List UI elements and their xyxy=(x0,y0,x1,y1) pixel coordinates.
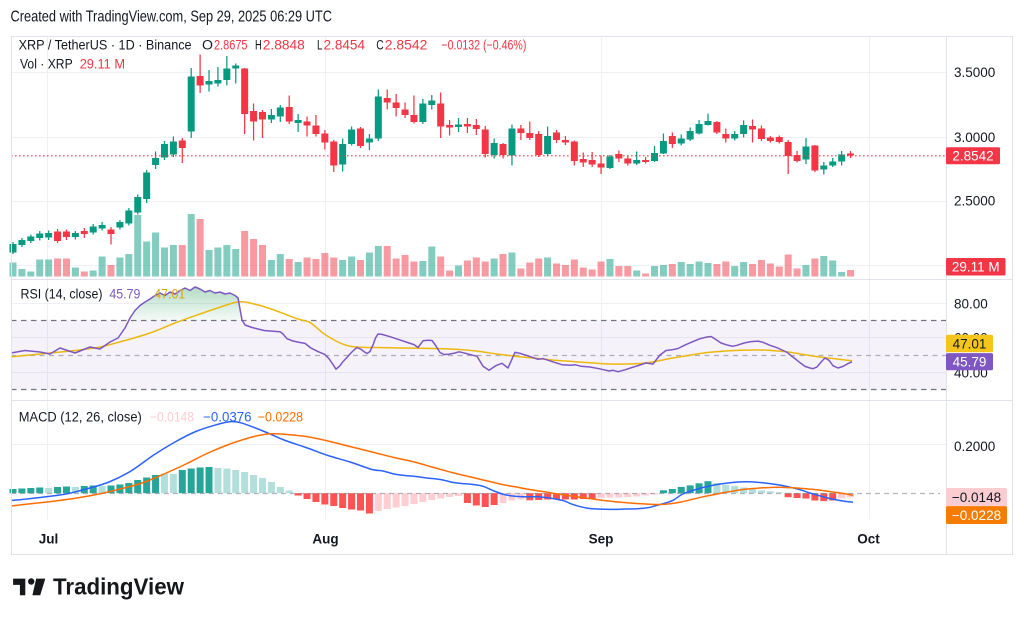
svg-text:Vol · XRP: Vol · XRP xyxy=(20,56,73,71)
svg-text:−0.0132 (−0.46%): −0.0132 (−0.46%) xyxy=(441,37,526,52)
svg-text:3.5000: 3.5000 xyxy=(954,65,995,80)
svg-text:2.8542: 2.8542 xyxy=(952,149,993,164)
svg-text:2.5000: 2.5000 xyxy=(954,193,995,208)
svg-text:2.8848: 2.8848 xyxy=(263,37,305,52)
svg-text:L: L xyxy=(317,37,323,52)
svg-text:O: O xyxy=(202,37,213,52)
svg-text:−0.0148: −0.0148 xyxy=(150,410,194,425)
svg-text:2.8542: 2.8542 xyxy=(385,37,428,52)
svg-text:0.2000: 0.2000 xyxy=(954,439,995,454)
svg-text:47.01: 47.01 xyxy=(953,336,987,351)
svg-text:XRP / TetherUS · 1D · Binance: XRP / TetherUS · 1D · Binance xyxy=(19,37,192,52)
svg-text:2.8454: 2.8454 xyxy=(324,37,366,52)
svg-text:45.79: 45.79 xyxy=(953,355,987,370)
svg-text:29.11 M: 29.11 M xyxy=(952,260,1000,275)
svg-text:45.79: 45.79 xyxy=(109,286,140,301)
svg-text:TradingView: TradingView xyxy=(53,573,184,599)
svg-text:−0.0148: −0.0148 xyxy=(952,490,1001,505)
svg-text:2.8675: 2.8675 xyxy=(214,37,248,52)
svg-text:Oct: Oct xyxy=(857,531,880,546)
svg-text:Jul: Jul xyxy=(39,531,59,546)
svg-text:Aug: Aug xyxy=(312,531,338,546)
svg-text:−0.0228: −0.0228 xyxy=(258,410,303,425)
svg-text:3.0000: 3.0000 xyxy=(954,130,995,145)
svg-text:80.00: 80.00 xyxy=(954,296,988,311)
svg-text:H: H xyxy=(255,37,262,52)
svg-text:29.11 M: 29.11 M xyxy=(80,56,125,71)
svg-text:Created with TradingView.com,: Created with TradingView.com, Sep 29, 20… xyxy=(11,9,333,26)
svg-text:MACD (12, 26, close): MACD (12, 26, close) xyxy=(19,410,142,425)
svg-text:47.01: 47.01 xyxy=(154,286,185,301)
svg-text:C: C xyxy=(376,37,384,52)
svg-text:RSI (14, close): RSI (14, close) xyxy=(21,286,103,301)
svg-text:−0.0228: −0.0228 xyxy=(952,508,1001,523)
svg-text:−0.0376: −0.0376 xyxy=(203,410,252,425)
svg-text:Sep: Sep xyxy=(589,531,614,546)
